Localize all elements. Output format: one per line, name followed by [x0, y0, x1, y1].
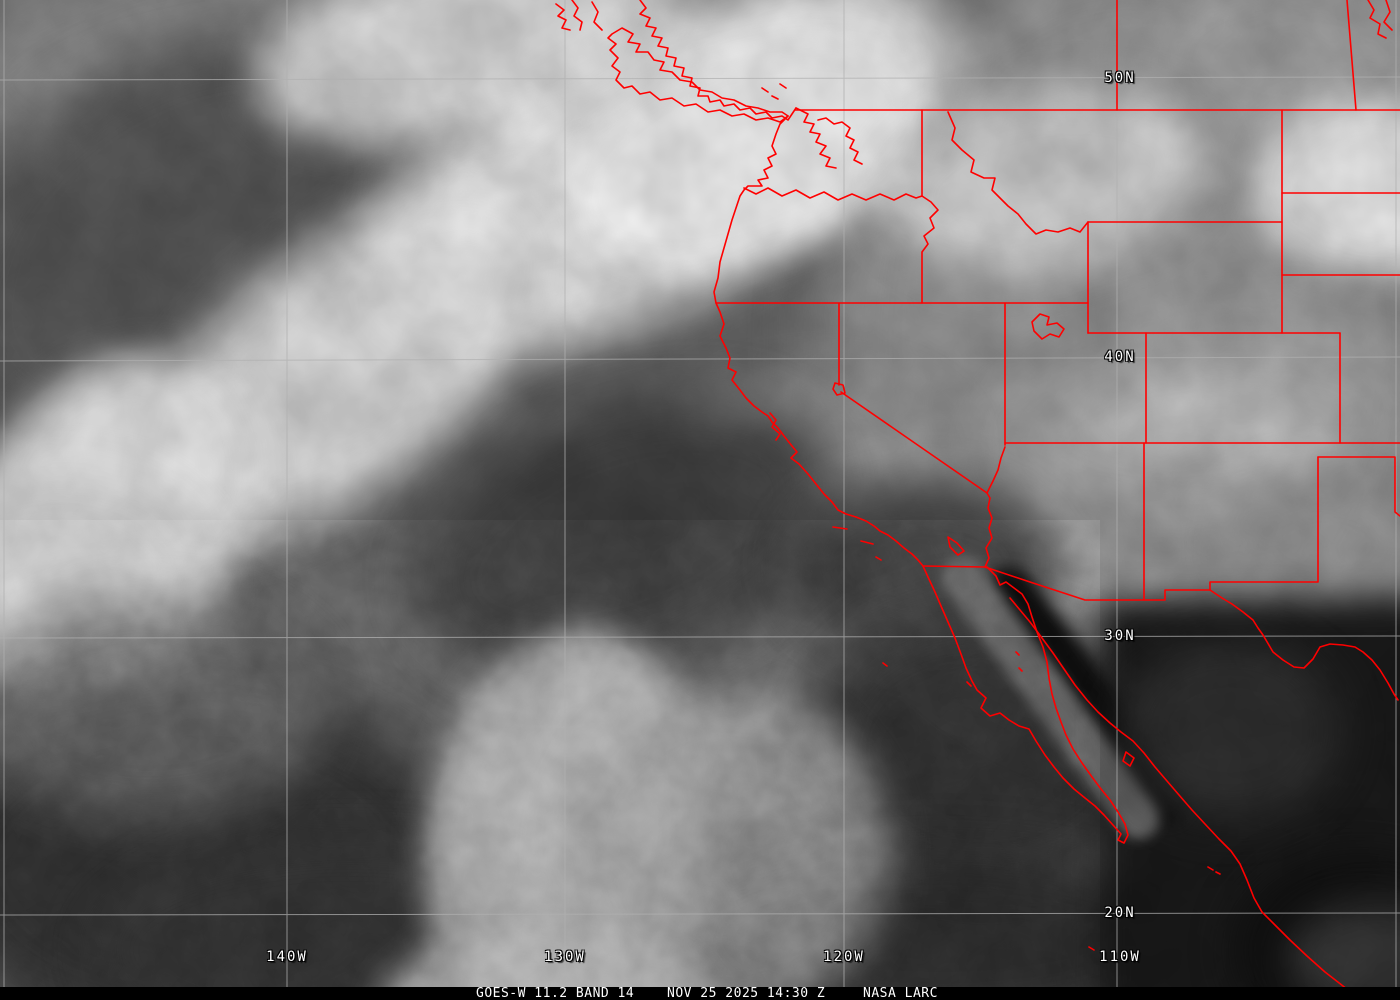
- lon-label-140W: 140W: [266, 949, 308, 965]
- canada-coastline: [555, 0, 863, 169]
- vancouver-island: [607, 27, 789, 123]
- us-mexico-border: [922, 565, 1211, 601]
- lon-label-110W: 110W: [1099, 949, 1141, 965]
- lat-30N-line: [0, 635, 1400, 639]
- lat-50N-line: [0, 76, 1400, 81]
- lat-label-30N: 30N: [1104, 628, 1136, 644]
- lat-label-50N: 50N: [1104, 70, 1136, 86]
- us-west-coastline: [713, 115, 924, 667]
- caption-timestamp: NOV 25 2025 14:30 Z: [667, 986, 826, 1000]
- texas-oklahoma-border: [1317, 456, 1400, 517]
- lake-tahoe: [832, 382, 846, 396]
- manitoba-lakes: [1367, 0, 1393, 39]
- lat-40N-line: [0, 356, 1400, 362]
- lat-20N-line: [0, 912, 1400, 916]
- caption-instrument: GOES-W 11.2 BAND 14: [476, 986, 635, 1000]
- california-nevada-border: [838, 302, 988, 494]
- international-borders: [794, 0, 1400, 701]
- nevada-arizona-river: [986, 446, 1006, 494]
- newmexico-texas-border: [1209, 456, 1319, 591]
- lon-label-120W: 120W: [823, 949, 865, 965]
- colorado-river: [984, 492, 993, 568]
- lon-label-130W: 130W: [544, 949, 586, 965]
- columbia-river: [743, 187, 923, 201]
- caption-credit: NASA LARC: [863, 986, 938, 1000]
- puget-sound: [795, 107, 863, 169]
- lat-label-40N: 40N: [1104, 349, 1136, 365]
- baja-peninsula: [922, 565, 1129, 844]
- mexico-mainland-coast: [1009, 597, 1363, 1000]
- saskatchewan-manitoba-border: [1346, 0, 1357, 111]
- gulf-islands: [966, 651, 1221, 951]
- state-boundaries: [715, 109, 1400, 601]
- idaho-montana-border: [947, 111, 1089, 235]
- snake-river-oregon-idaho: [921, 195, 939, 304]
- san-francisco-bay: [769, 412, 781, 441]
- caption-bar: GOES-W 11.2 BAND 14 NOV 25 2025 14:30 Z …: [0, 987, 1400, 1000]
- salton-sea: [947, 536, 965, 556]
- great-salt-lake: [1031, 313, 1065, 340]
- channel-islands: [832, 526, 888, 667]
- rio-grande: [1209, 589, 1399, 701]
- mexico-coastline: [922, 565, 1363, 1000]
- lat-label-20N: 20N: [1104, 905, 1136, 921]
